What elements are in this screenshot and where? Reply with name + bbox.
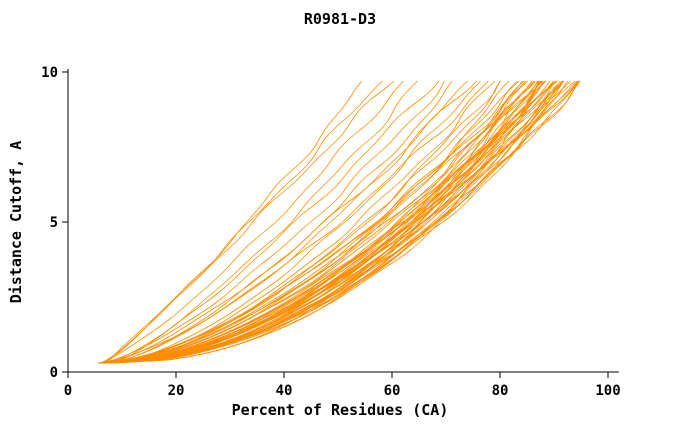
model-curve [113, 80, 440, 364]
model-curve [106, 80, 551, 364]
model-curve [100, 80, 518, 364]
model-curve [97, 80, 501, 364]
chart-title: R0981-D3 [303, 10, 377, 28]
model-curve [110, 80, 541, 364]
model-curve [101, 80, 510, 364]
model-curve [100, 80, 363, 364]
x-tick-label: 100 [595, 383, 620, 399]
model-curve [106, 80, 540, 364]
model-curve [106, 80, 535, 364]
model-curve [105, 80, 395, 364]
model-curve [105, 80, 581, 364]
model-curve [100, 80, 571, 364]
model-curve [99, 80, 445, 364]
model-curve [99, 80, 489, 364]
model-curve [114, 80, 569, 364]
x-tick-label: 80 [492, 383, 509, 399]
model-curve [101, 80, 577, 364]
model-curve [100, 80, 543, 364]
x-tick-label: 20 [168, 383, 185, 399]
model-curve [97, 80, 580, 364]
model-curve [99, 80, 527, 364]
x-tick-label: 60 [384, 383, 401, 399]
model-curve [103, 80, 383, 364]
model-curve [100, 80, 561, 364]
y-tick-label: 0 [50, 365, 58, 381]
model-curve [108, 80, 525, 364]
model-curve [108, 80, 453, 364]
model-curve [101, 80, 533, 364]
model-curve [106, 80, 477, 364]
x-tick-label: 0 [64, 383, 72, 399]
x-axis-label: Percent of Residues (CA) [231, 401, 449, 419]
model-curve [111, 80, 555, 364]
y-tick-label: 5 [50, 215, 58, 231]
model-curve [111, 80, 496, 364]
y-tick-label: 10 [41, 65, 58, 81]
model-curve [106, 80, 529, 364]
model-curve [107, 80, 523, 364]
model-curve [99, 80, 404, 364]
model-curve [105, 80, 564, 364]
model-curve [112, 80, 539, 364]
model-curve [111, 80, 546, 364]
model-curve [114, 80, 535, 364]
model-curve [105, 80, 564, 364]
model-curve [113, 80, 501, 364]
model-curve [100, 80, 565, 364]
model-curve [114, 80, 554, 364]
model-curve [113, 80, 481, 364]
model-curve [107, 80, 418, 364]
x-tick-label: 40 [276, 383, 293, 399]
model-curve [103, 80, 520, 364]
